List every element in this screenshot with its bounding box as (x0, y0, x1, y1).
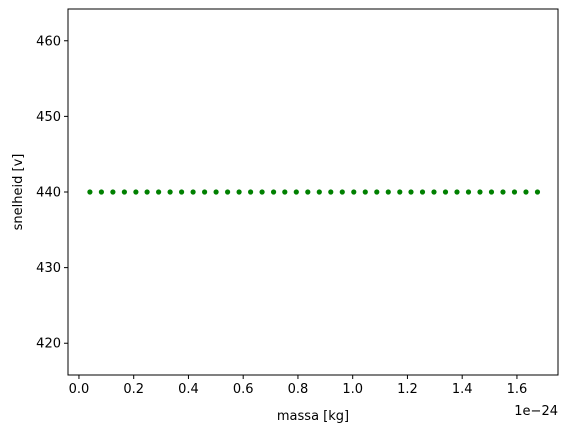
data-point (167, 189, 173, 195)
data-point (465, 189, 472, 195)
data-point (362, 189, 368, 195)
data-point (282, 189, 288, 195)
data-point (523, 189, 529, 195)
data-point (305, 189, 311, 195)
y-tick-label: 450 (36, 110, 61, 125)
data-point (293, 189, 299, 195)
x-tick-label: 0.4 (178, 382, 199, 397)
data-point (534, 189, 541, 195)
x-axis-ticks: 0.0 0.2 0.4 0.6 0.8 1.0 1.2 1.4 1.6 (69, 375, 528, 397)
data-point (397, 189, 403, 195)
data-point (442, 189, 449, 195)
y-tick-label: 430 (36, 261, 61, 276)
data-point (259, 189, 265, 195)
data-point (87, 189, 93, 195)
data-point (121, 189, 127, 195)
data-point (213, 189, 219, 195)
data-point (144, 189, 150, 195)
x-tick-label: 0.0 (69, 382, 90, 397)
data-point (408, 189, 414, 195)
data-point (98, 189, 104, 195)
y-tick-label: 440 (36, 186, 61, 201)
plot-frame (67, 8, 559, 376)
data-point (236, 189, 242, 195)
data-point (374, 189, 380, 195)
data-points (87, 189, 541, 195)
y-tick-label: 460 (36, 34, 61, 49)
data-point (224, 189, 231, 195)
x-tick-label: 1.4 (452, 382, 473, 397)
x-tick-label: 0.2 (123, 382, 144, 397)
x-tick-label: 0.6 (233, 382, 254, 397)
data-point (247, 189, 254, 195)
data-point (339, 189, 345, 195)
x-tick-label: 0.8 (288, 382, 309, 397)
data-point (511, 189, 518, 195)
data-point (454, 189, 460, 195)
data-point (110, 189, 116, 195)
data-point (419, 189, 426, 195)
data-point (385, 189, 391, 195)
data-point (156, 189, 162, 195)
data-point (351, 189, 357, 195)
data-point (133, 189, 139, 195)
data-point (500, 189, 506, 195)
y-tick-label: 420 (36, 337, 61, 352)
data-point (270, 189, 277, 195)
x-tick-label: 1.6 (507, 382, 528, 397)
x-axis-offset-label: 1e−24 (514, 404, 558, 419)
data-point (431, 189, 437, 195)
x-tick-label: 1.2 (397, 382, 418, 397)
data-point (202, 189, 208, 195)
data-point (328, 189, 334, 195)
y-axis-label: snelheid [v] (11, 154, 26, 231)
data-point (190, 189, 196, 195)
data-point (179, 189, 185, 195)
data-point (477, 189, 483, 195)
x-axis-label: massa [kg] (277, 409, 349, 424)
y-axis-ticks: 420 430 440 450 460 (36, 34, 68, 352)
x-tick-label: 1.0 (342, 382, 363, 397)
data-point (488, 189, 495, 195)
data-point (316, 189, 322, 195)
